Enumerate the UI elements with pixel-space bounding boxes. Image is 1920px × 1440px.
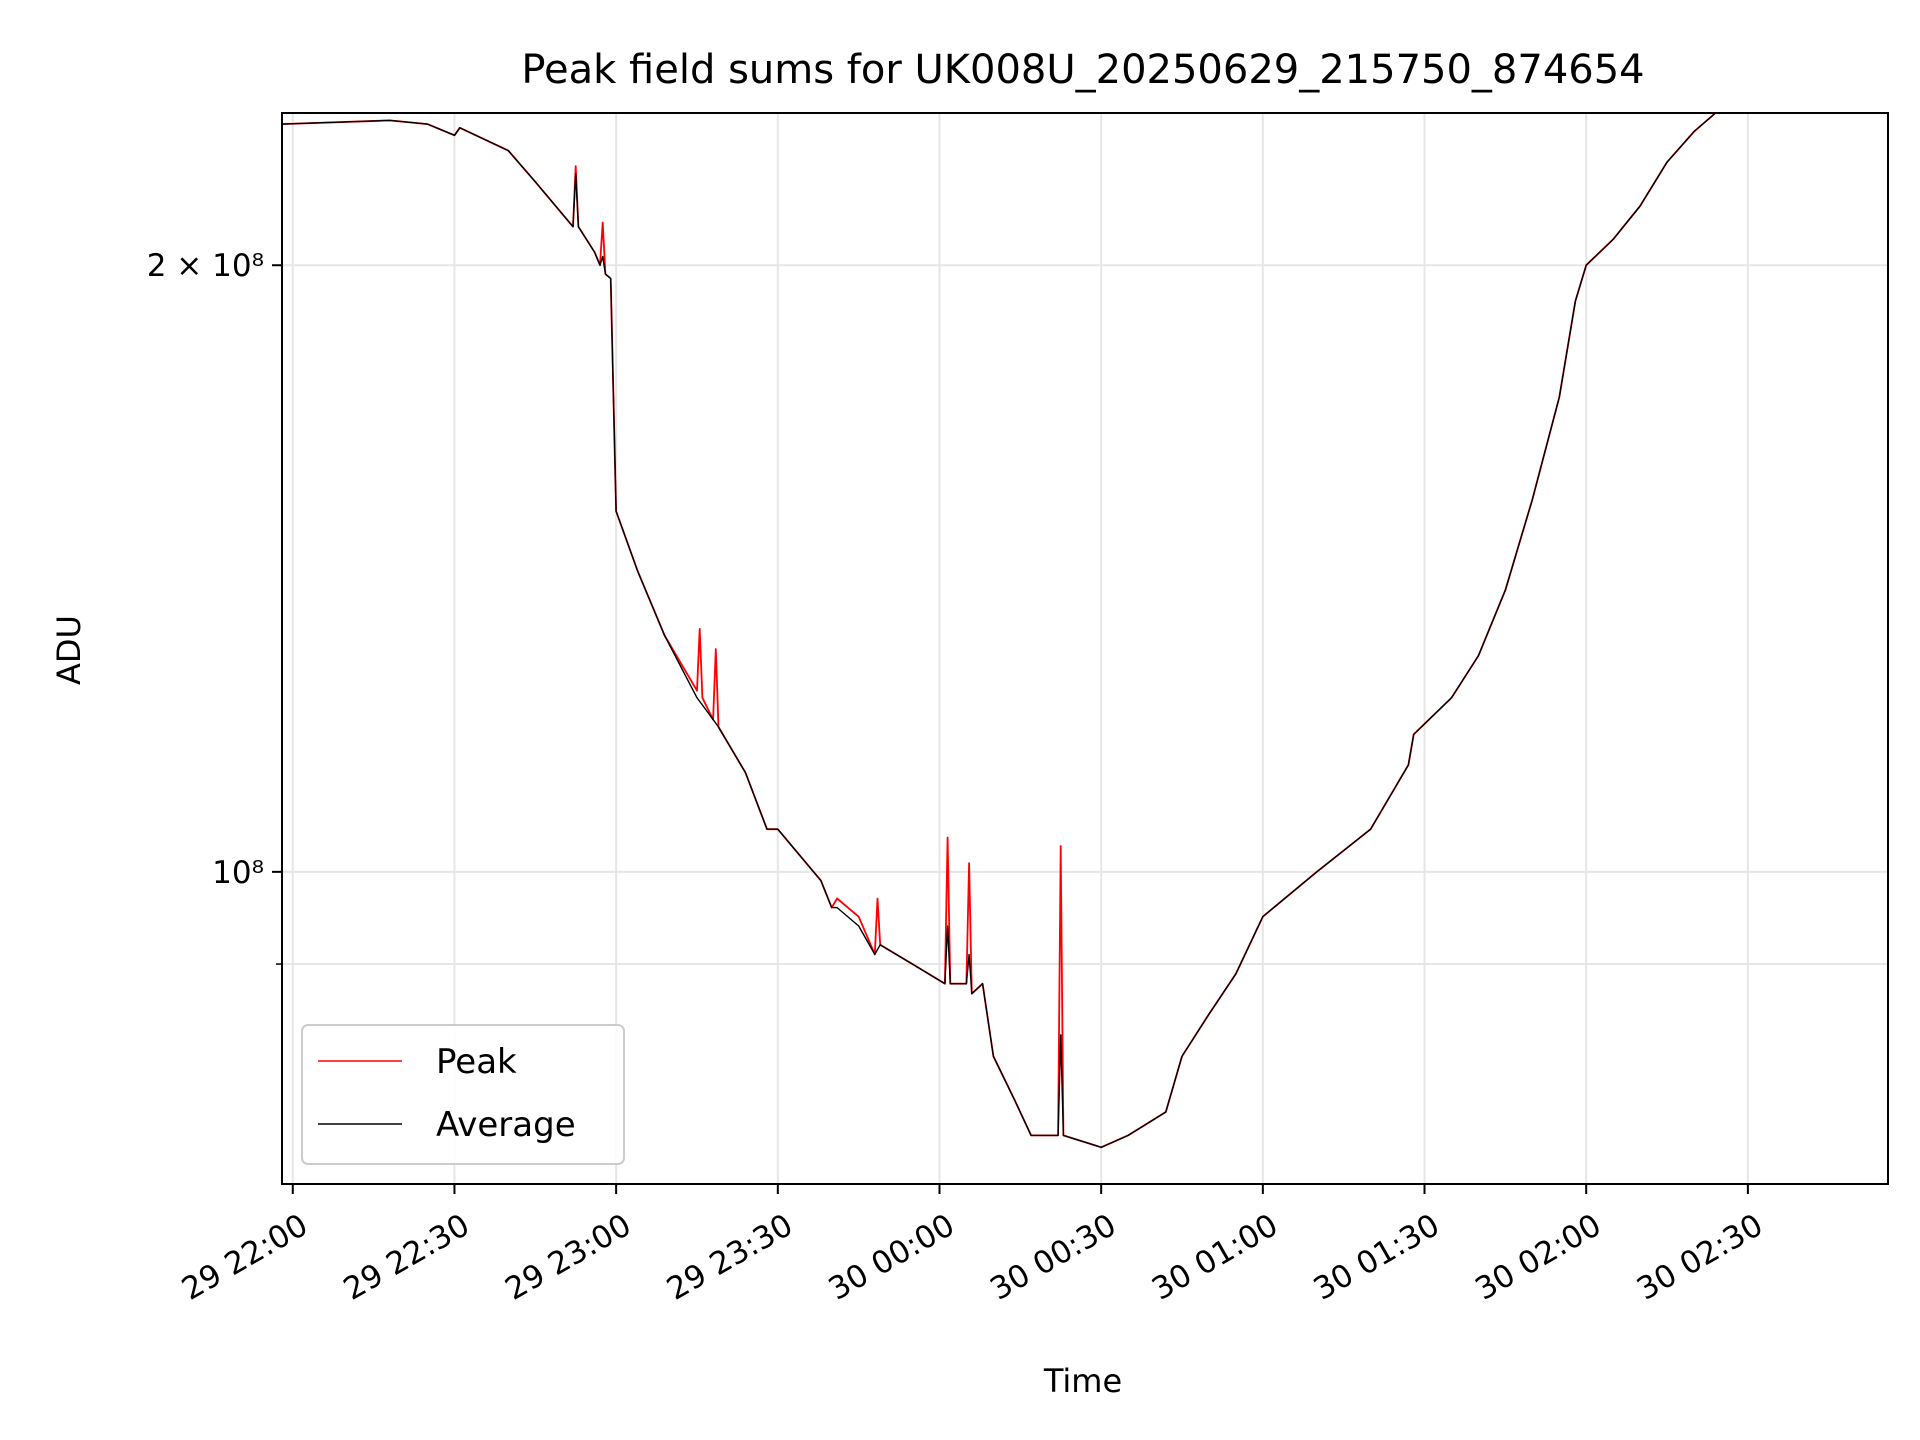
- y-tick-label: 2 × 10⁸: [147, 248, 264, 284]
- plot-frame: [281, 112, 1889, 1185]
- y-tick-label: 10⁸: [212, 855, 264, 891]
- x-axis-label: Time: [1043, 1362, 1122, 1400]
- legend-box: [301, 1024, 625, 1165]
- chart-title: Peak field sums for UK008U_20250629_2157…: [521, 47, 1644, 93]
- grid-layer: [282, 113, 1888, 1184]
- series-line-average: [281, 112, 1716, 1149]
- legend-label-average: Average: [436, 1105, 576, 1145]
- legend: Peak Average: [301, 1024, 625, 1165]
- legend-label-peak: Peak: [436, 1042, 517, 1082]
- y-axis-label: ADU: [50, 615, 88, 685]
- series-layer: [281, 112, 1717, 1149]
